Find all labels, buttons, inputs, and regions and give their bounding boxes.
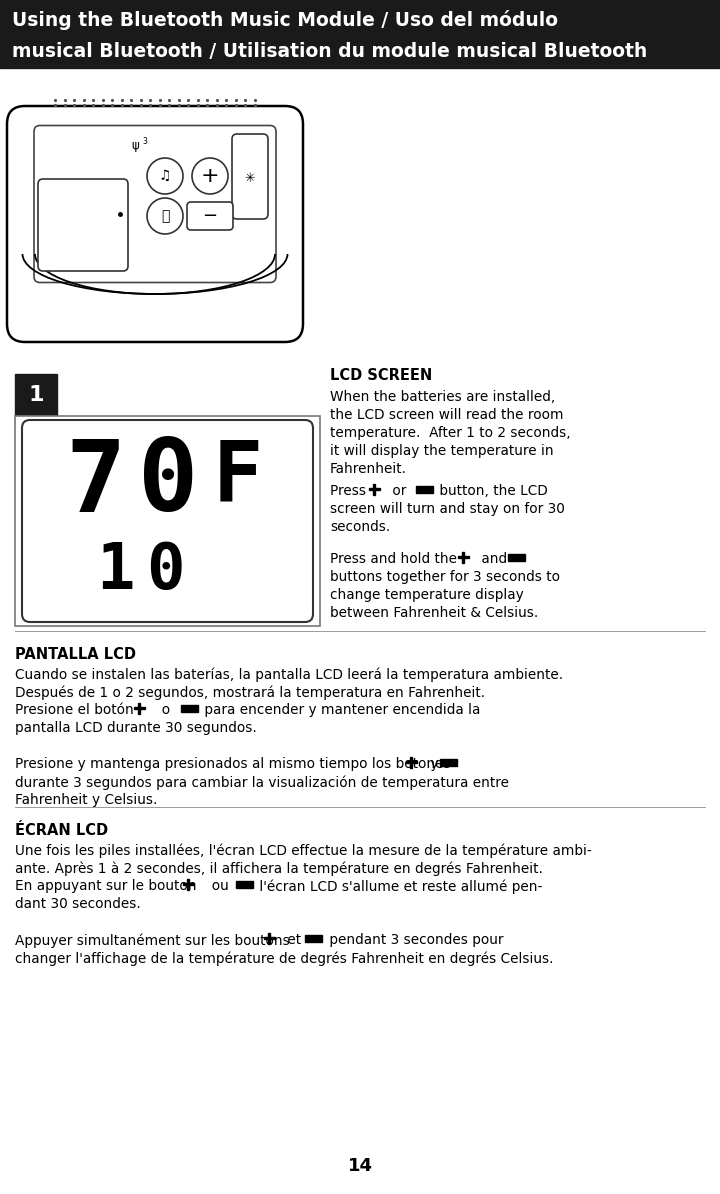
Text: When the batteries are installed,: When the batteries are installed,	[330, 390, 555, 404]
Bar	[457, 555, 469, 559]
Text: ou: ou	[203, 879, 238, 893]
Text: 14: 14	[348, 1157, 372, 1175]
Bar	[182, 882, 194, 886]
Text: ÉCRAN LCD: ÉCRAN LCD	[15, 823, 108, 838]
Text: Using the Bluetooth Music Module / Uso del módulo: Using the Bluetooth Music Module / Uso d…	[12, 10, 558, 30]
Text: durante 3 segundos para cambiar la visualización de temperatura entre: durante 3 segundos para cambiar la visua…	[15, 775, 509, 789]
Text: 0: 0	[145, 540, 184, 602]
Text: Une fois les piles installées, l'écran LCD effectue la mesure de la température : Une fois les piles installées, l'écran L…	[15, 843, 592, 857]
Bar	[0, 0, 720, 68]
Circle shape	[147, 158, 183, 193]
Text: −: −	[202, 207, 217, 224]
Text: and: and	[477, 552, 511, 566]
Text: para encender y mantener encendida la: para encender y mantener encendida la	[200, 703, 480, 718]
Text: or: or	[388, 484, 410, 498]
Bar	[369, 487, 379, 491]
Bar	[405, 761, 416, 763]
Text: ♫: ♫	[158, 170, 171, 183]
Text: changer l'affichage de la température de degrés Fahrenheit en degrés Celsius.: changer l'affichage de la température de…	[15, 950, 554, 966]
Text: 0: 0	[138, 436, 198, 533]
Text: En appuyant sur le bouton: En appuyant sur le bouton	[15, 879, 201, 893]
Bar	[415, 486, 433, 492]
Text: Fahrenheit.: Fahrenheit.	[330, 462, 407, 476]
Text: l'écran LCD s'allume et reste allumé pen-: l'écran LCD s'allume et reste allumé pen…	[255, 879, 542, 893]
Bar	[133, 707, 145, 709]
Text: Presione y mantenga presionados al mismo tiempo los botones: Presione y mantenga presionados al mismo…	[15, 757, 455, 771]
Text: it will display the temperature in: it will display the temperature in	[330, 444, 554, 458]
Text: button, the LCD: button, the LCD	[435, 484, 548, 498]
FancyBboxPatch shape	[7, 106, 303, 341]
Bar	[372, 484, 375, 494]
Bar	[268, 933, 271, 943]
FancyBboxPatch shape	[187, 202, 233, 230]
Text: o: o	[153, 703, 179, 718]
FancyBboxPatch shape	[22, 420, 313, 622]
Text: Appuyer simultanément sur les boutons: Appuyer simultanément sur les boutons	[15, 933, 294, 948]
Text: +: +	[201, 166, 220, 186]
Text: ✳: ✳	[245, 172, 256, 185]
Bar	[186, 879, 189, 890]
Bar	[235, 880, 253, 887]
Bar	[15, 374, 57, 416]
Text: 1: 1	[28, 384, 44, 405]
Text: y: y	[426, 757, 443, 771]
Text: LCD SCREEN: LCD SCREEN	[330, 368, 432, 383]
Text: Presione el botón: Presione el botón	[15, 703, 138, 718]
Bar	[439, 758, 456, 765]
Text: 1: 1	[96, 540, 134, 602]
FancyBboxPatch shape	[232, 134, 268, 219]
Text: PANTALLA LCD: PANTALLA LCD	[15, 647, 136, 661]
Text: temperature.  After 1 to 2 seconds,: temperature. After 1 to 2 seconds,	[330, 426, 571, 441]
Text: musical Bluetooth / Utilisation du module musical Bluetooth: musical Bluetooth / Utilisation du modul…	[12, 42, 647, 61]
Text: Press and hold the: Press and hold the	[330, 552, 462, 566]
Text: ante. Après 1 à 2 secondes, il affichera la température en degrés Fahrenheit.: ante. Après 1 à 2 secondes, il affichera…	[15, 861, 543, 875]
Text: Cuando se instalen las baterías, la pantalla LCD leerá la temperatura ambiente.: Cuando se instalen las baterías, la pant…	[15, 667, 563, 682]
Text: 𝔅: 𝔅	[161, 209, 169, 223]
Text: Fahrenheit y Celsius.: Fahrenheit y Celsius.	[15, 793, 158, 807]
Bar	[462, 552, 464, 562]
Bar	[305, 935, 322, 942]
Text: change temperature display: change temperature display	[330, 587, 523, 602]
Bar	[264, 936, 274, 940]
Bar	[508, 554, 524, 560]
Text: the LCD screen will read the room: the LCD screen will read the room	[330, 408, 564, 421]
Text: Después de 1 o 2 segundos, mostrará la temperatura en Fahrenheit.: Después de 1 o 2 segundos, mostrará la t…	[15, 685, 485, 700]
Circle shape	[147, 198, 183, 234]
Text: seconds.: seconds.	[330, 521, 390, 534]
Text: Press: Press	[330, 484, 370, 498]
Text: pantalla LCD durante 30 segundos.: pantalla LCD durante 30 segundos.	[15, 721, 257, 736]
Bar	[15, 416, 320, 626]
Text: between Fahrenheit & Celsius.: between Fahrenheit & Celsius.	[330, 607, 539, 620]
Text: buttons together for 3 seconds to: buttons together for 3 seconds to	[330, 570, 560, 584]
Text: 3: 3	[143, 137, 148, 147]
Text: 7: 7	[65, 436, 125, 533]
FancyBboxPatch shape	[34, 125, 276, 283]
Text: ψ: ψ	[131, 140, 139, 153]
Text: pendant 3 secondes pour: pendant 3 secondes pour	[325, 933, 503, 947]
Text: screen will turn and stay on for 30: screen will turn and stay on for 30	[330, 501, 565, 516]
Bar	[138, 702, 140, 714]
Circle shape	[192, 158, 228, 193]
Bar	[410, 757, 413, 768]
Bar	[181, 704, 197, 712]
Text: et: et	[283, 933, 305, 947]
Text: dant 30 secondes.: dant 30 secondes.	[15, 897, 140, 911]
FancyBboxPatch shape	[38, 179, 128, 271]
Text: F: F	[213, 437, 263, 518]
